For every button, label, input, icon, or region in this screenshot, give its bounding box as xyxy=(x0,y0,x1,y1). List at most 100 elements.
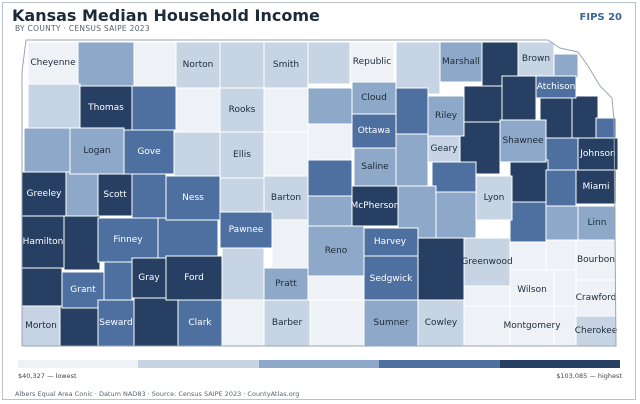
county-shape xyxy=(307,275,365,301)
county-thomas[interactable] xyxy=(79,85,133,131)
county-finney[interactable] xyxy=(97,217,159,263)
county-riley[interactable] xyxy=(427,95,465,137)
county-label-ford: Ford xyxy=(184,273,204,283)
county-scott[interactable] xyxy=(97,173,133,217)
county-marshall[interactable] xyxy=(439,41,483,83)
county-shape xyxy=(463,85,503,123)
county-label-cloud: Cloud xyxy=(361,93,387,103)
county-mcpherson[interactable] xyxy=(351,185,399,227)
county-miami[interactable] xyxy=(575,169,617,205)
legend-swatch xyxy=(18,360,139,368)
county-shape xyxy=(307,123,353,161)
county-shape xyxy=(131,173,167,219)
county-greenwood[interactable] xyxy=(463,237,511,287)
map-title: Kansas Median Household Income xyxy=(12,6,320,25)
map-frame xyxy=(2,2,636,400)
county-label-saline: Saline xyxy=(361,162,389,172)
county-shape xyxy=(509,241,547,271)
county-shape xyxy=(61,171,99,219)
county-atchison[interactable] xyxy=(535,75,577,99)
county-cowley[interactable] xyxy=(417,299,465,347)
county-lyon[interactable] xyxy=(475,175,513,221)
map-subtitle: BY COUNTY · CENSUS SAIPE 2023 xyxy=(15,24,150,33)
county-shape xyxy=(595,117,617,139)
county-label-sedgwick: Sedgwick xyxy=(370,274,413,284)
county-shape xyxy=(395,87,429,135)
county-smith[interactable] xyxy=(263,41,309,89)
county-shape xyxy=(553,269,577,307)
county-gray[interactable] xyxy=(131,257,167,299)
county-shawnee[interactable] xyxy=(499,119,547,163)
county-shape xyxy=(545,137,579,171)
county-johnson[interactable] xyxy=(577,137,619,171)
county-shape xyxy=(545,169,577,207)
county-bourbon[interactable] xyxy=(575,239,617,281)
county-shape xyxy=(221,247,265,301)
county-shape xyxy=(59,305,99,347)
county-label-clark: Clark xyxy=(188,318,212,328)
county-norton[interactable] xyxy=(175,41,221,89)
county-shape xyxy=(23,127,71,173)
county-label-greeley: Greeley xyxy=(27,189,63,199)
county-label-shawnee: Shawnee xyxy=(502,136,544,146)
county-greeley[interactable] xyxy=(21,171,67,217)
county-grant[interactable] xyxy=(61,271,105,309)
county-shape xyxy=(133,41,177,87)
county-hamilton[interactable] xyxy=(21,215,65,269)
county-sumner[interactable] xyxy=(363,299,419,347)
county-shape xyxy=(219,41,265,89)
county-label-wilson: Wilson xyxy=(517,285,547,295)
county-saline[interactable] xyxy=(353,147,397,187)
county-shape xyxy=(307,87,353,125)
county-label-thomas: Thomas xyxy=(87,103,124,113)
county-label-cheyenne: Cheyenne xyxy=(30,58,76,68)
county-label-miami: Miami xyxy=(582,182,609,192)
county-ellis[interactable] xyxy=(219,131,265,179)
county-logan[interactable] xyxy=(69,127,125,175)
county-morton[interactable] xyxy=(21,305,61,347)
county-shape xyxy=(545,205,579,241)
county-wilson[interactable] xyxy=(509,269,555,311)
county-label-reno: Reno xyxy=(325,246,348,256)
county-ness[interactable] xyxy=(165,175,221,221)
county-shape xyxy=(553,53,579,79)
county-reno[interactable] xyxy=(307,225,365,277)
county-gove[interactable] xyxy=(123,129,175,175)
county-label-cherokee: Cherokee xyxy=(575,326,618,336)
county-shape xyxy=(263,87,309,133)
county-label-ottawa: Ottawa xyxy=(358,126,391,136)
county-cheyenne[interactable] xyxy=(27,41,79,85)
county-geary[interactable] xyxy=(427,135,461,163)
county-sedgwick[interactable] xyxy=(363,255,419,303)
county-label-bourbon: Bourbon xyxy=(577,255,615,265)
county-label-hamilton: Hamilton xyxy=(23,237,64,247)
county-linn[interactable] xyxy=(577,205,617,241)
county-shape xyxy=(435,191,477,239)
county-label-rooks: Rooks xyxy=(229,105,256,115)
county-shape xyxy=(395,41,441,95)
county-label-gray: Gray xyxy=(138,273,160,283)
county-pawnee[interactable] xyxy=(219,211,273,249)
county-pratt[interactable] xyxy=(263,267,309,301)
county-label-greenwood: Greenwood xyxy=(461,257,512,267)
county-barber[interactable] xyxy=(263,299,311,347)
county-brown[interactable] xyxy=(517,41,555,77)
county-shape xyxy=(509,201,547,243)
county-shape xyxy=(417,237,465,301)
county-ottawa[interactable] xyxy=(351,113,397,149)
legend-low-label: $40,327 — lowest xyxy=(18,372,77,380)
county-shape xyxy=(307,159,353,197)
county-shape xyxy=(307,195,353,229)
legend-swatch xyxy=(258,360,380,368)
county-shape xyxy=(133,297,179,347)
county-shape xyxy=(221,299,265,347)
county-label-smith: Smith xyxy=(273,60,299,70)
county-crawford[interactable] xyxy=(575,279,617,317)
county-label-linn: Linn xyxy=(588,218,607,228)
county-clark[interactable] xyxy=(177,299,223,347)
county-republic[interactable] xyxy=(349,41,395,83)
county-label-lyon: Lyon xyxy=(484,193,505,203)
county-shape xyxy=(571,95,599,139)
county-label-ellis: Ellis xyxy=(233,150,251,160)
